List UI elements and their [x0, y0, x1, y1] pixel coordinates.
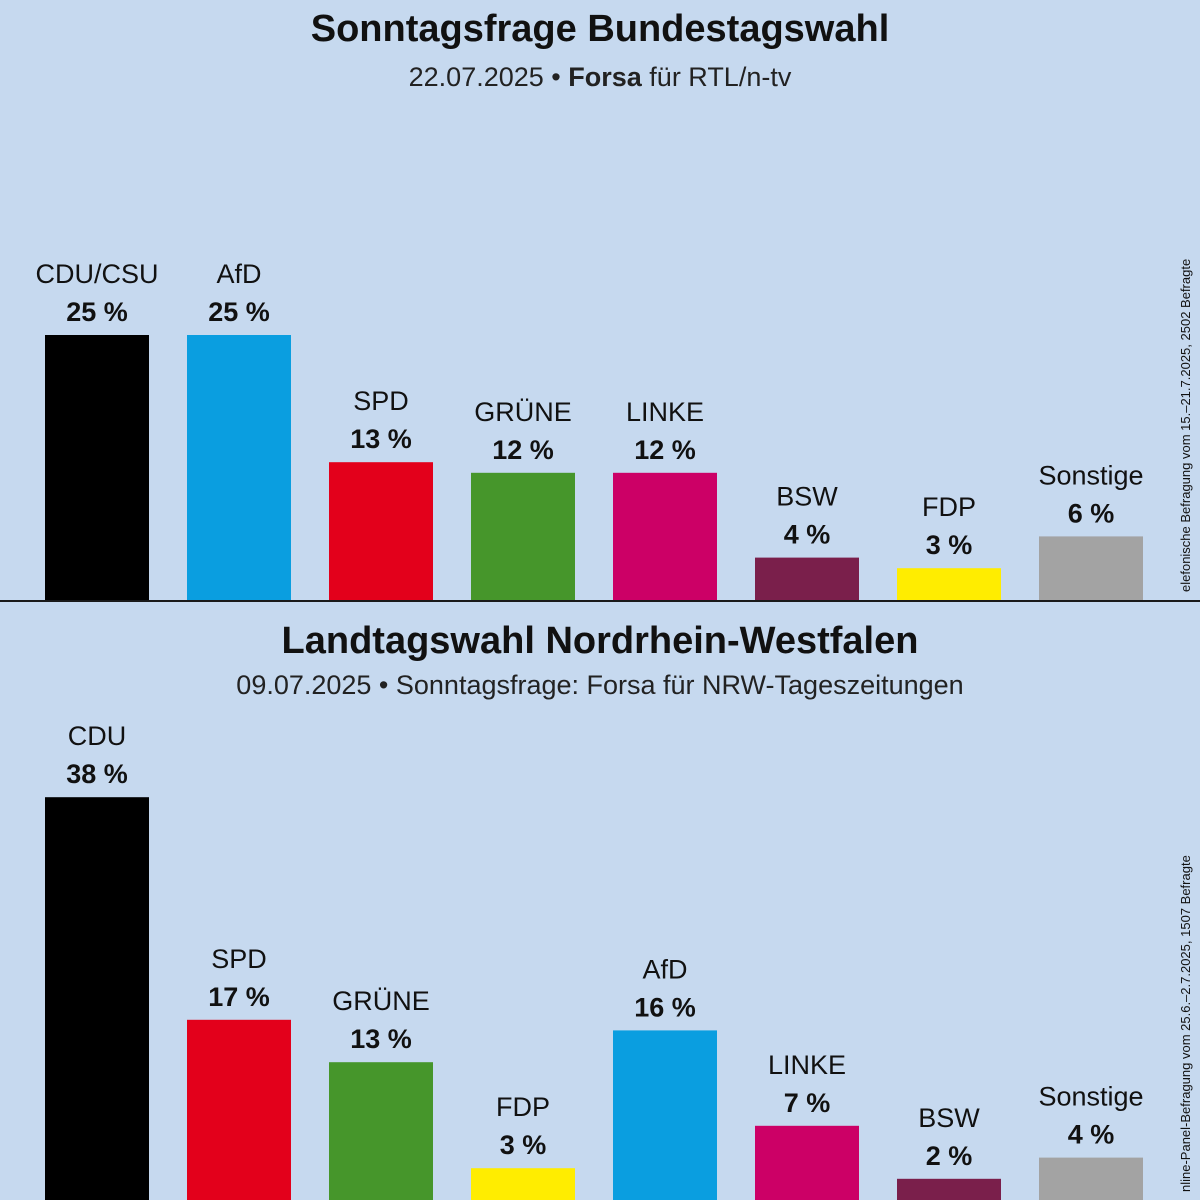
bar-cdu: [45, 797, 149, 1200]
value-label-afd: 25 %: [208, 297, 270, 327]
subtitle-institute: Forsa: [568, 62, 642, 92]
value-label-gruene: 13 %: [350, 1024, 412, 1054]
category-label-fdp: FDP: [922, 492, 976, 522]
bar-bsw: [897, 1178, 1001, 1200]
category-label-fdp: FDP: [496, 1092, 550, 1122]
chart-title: Landtagswahl Nordrhein-Westfalen: [281, 620, 919, 662]
value-label-cdu-csu: 25 %: [66, 297, 128, 327]
bar-fdp: [897, 568, 1001, 600]
bar-cdu-csu: [45, 335, 149, 600]
category-label-afd: AfD: [642, 954, 687, 984]
value-label-sonstige: 4 %: [1068, 1120, 1115, 1150]
bar-bsw: [755, 557, 859, 600]
subtitle-date: 22.07.2025 •: [408, 62, 561, 92]
value-label-fdp: 3 %: [500, 1130, 547, 1160]
bar-fdp: [471, 1168, 575, 1200]
bar-linke: [613, 472, 717, 600]
chart-subtitle: 09.07.2025 • Sonntagsfrage: Forsa für NR…: [236, 670, 964, 700]
value-label-sonstige: 6 %: [1068, 498, 1115, 528]
bar-gruene: [471, 472, 575, 600]
category-label-bsw: BSW: [918, 1103, 980, 1133]
value-label-spd: 13 %: [350, 424, 412, 454]
category-label-sonstige: Sonstige: [1038, 1082, 1143, 1112]
category-label-gruene: GRÜNE: [332, 986, 430, 1016]
bar-sonstige: [1039, 1157, 1143, 1200]
value-label-spd: 17 %: [208, 982, 270, 1012]
bar-afd: [613, 1030, 717, 1200]
value-label-linke: 12 %: [634, 435, 696, 465]
bar-spd: [329, 462, 433, 600]
category-label-afd: AfD: [216, 259, 261, 289]
value-label-linke: 7 %: [784, 1088, 831, 1118]
bar-sonstige: [1039, 536, 1143, 600]
panel-divider: [0, 600, 1200, 602]
chart-subtitle: 22.07.2025 • Forsa für RTL/n-tv: [0, 62, 1200, 93]
bar-chart-bundestag: 25 % CDU/CSU 25 % AfD 13 % SPD 12 % GRÜNE 12 % LI…: [35, 259, 1144, 600]
bar-afd: [187, 335, 291, 600]
chart-title: Sonntagsfrage Bundestagswahl: [310, 8, 890, 50]
source-note: elefonische Befragung vom 15.–21.7.2025,…: [1178, 258, 1193, 592]
category-label-sonstige: Sonstige: [1038, 460, 1143, 490]
source-note: nline-Panel-Befragung vom 25.6.–2.7.2025…: [1178, 855, 1193, 1192]
value-label-bsw: 4 %: [784, 520, 831, 550]
bar-gruene: [329, 1062, 433, 1200]
category-label-linke: LINKE: [768, 1050, 846, 1080]
bar-linke: [755, 1125, 859, 1200]
value-label-cdu: 38 %: [66, 759, 128, 789]
value-label-fdp: 3 %: [926, 530, 973, 560]
chart-panel-bundestag: Sonntagsfrage Bundestagswahl 22.07.2025 …: [0, 8, 1200, 600]
value-label-gruene: 12 %: [492, 435, 554, 465]
category-label-cdu-csu: CDU/CSU: [35, 259, 158, 289]
category-label-cdu: CDU: [68, 721, 127, 751]
category-label-linke: LINKE: [626, 397, 704, 427]
value-label-afd: 16 %: [634, 992, 696, 1022]
category-label-spd: SPD: [211, 944, 267, 974]
category-label-gruene: GRÜNE: [474, 397, 572, 427]
bar-spd: [187, 1019, 291, 1200]
value-label-bsw: 2 %: [926, 1141, 973, 1171]
bar-chart-nrw: 38 % CDU 17 % SPD 13 % GRÜNE 3 % FDP 16 % AfD 7 % L…: [45, 721, 1144, 1200]
category-label-bsw: BSW: [776, 482, 838, 512]
category-label-spd: SPD: [353, 386, 409, 416]
chart-panel-nrw: Landtagswahl Nordrhein-Westfalen 09.07.2…: [0, 602, 1200, 1200]
subtitle-client: für RTL/n-tv: [649, 62, 792, 92]
